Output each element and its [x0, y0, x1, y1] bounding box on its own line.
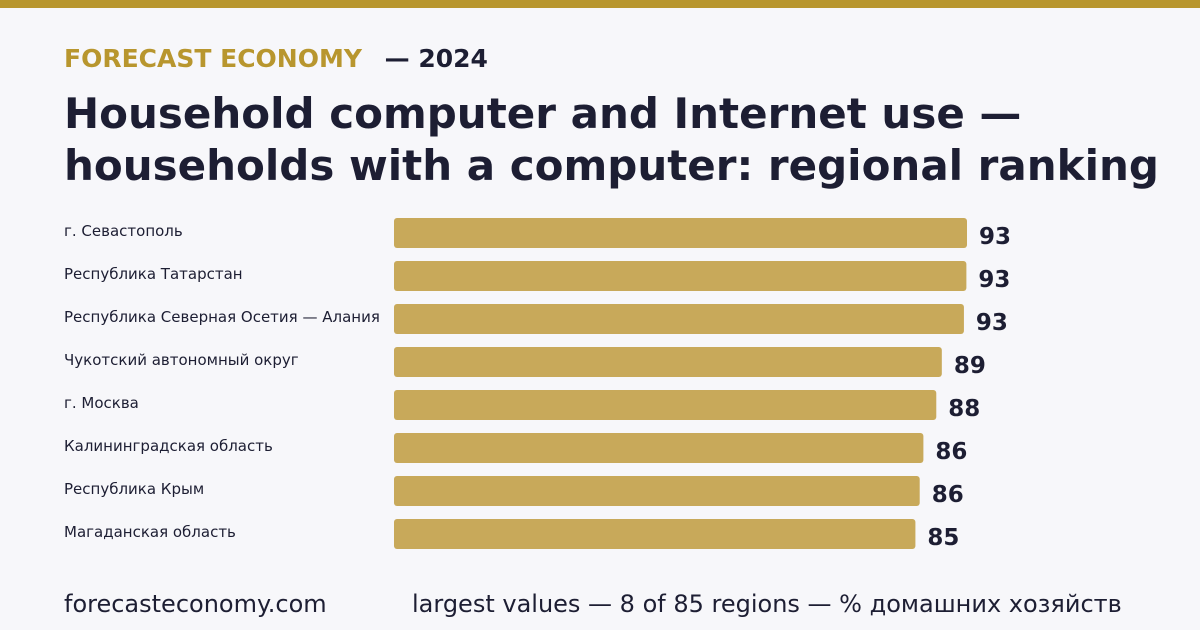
category-label: г. Москва — [64, 394, 139, 412]
value-label: 93 — [978, 267, 1010, 293]
chart-title: Household computer and Internet use — ho… — [64, 88, 1164, 192]
value-label: 86 — [935, 439, 967, 465]
kicker: FORECAST ECONOMY — 2024 — [64, 44, 488, 73]
bar — [394, 476, 920, 506]
bar — [394, 519, 916, 549]
bar — [394, 261, 967, 291]
title-line-1: Household computer and Internet use — — [64, 89, 1022, 138]
category-label: г. Севастополь — [64, 222, 183, 240]
value-label: 86 — [932, 482, 964, 508]
bar — [394, 347, 942, 377]
value-label: 93 — [976, 310, 1008, 336]
bar — [394, 433, 924, 463]
category-label: Республика Татарстан — [64, 265, 243, 283]
bar — [394, 390, 937, 420]
category-label: Магаданская область — [64, 523, 236, 541]
bar — [394, 218, 967, 248]
category-label: Республика Крым — [64, 480, 204, 498]
category-label: Чукотский автономный округ — [64, 351, 299, 369]
value-label: 85 — [927, 525, 959, 551]
value-label: 89 — [954, 353, 986, 379]
brand-name: FORECAST ECONOMY — [64, 44, 362, 73]
footer-site: forecasteconomy.com — [64, 590, 327, 618]
category-label: Калининградская область — [64, 437, 273, 455]
bar — [394, 304, 964, 334]
category-label: Республика Северная Осетия — Алания — [64, 308, 380, 326]
value-label: 93 — [979, 224, 1011, 250]
value-label: 88 — [948, 396, 980, 422]
title-line-2: households with a computer: regional ran… — [64, 141, 1159, 190]
year-label: — 2024 — [384, 44, 488, 73]
footer-note: largest values — 8 of 85 regions — % дом… — [412, 590, 1122, 618]
top-accent-bar — [0, 0, 1200, 8]
